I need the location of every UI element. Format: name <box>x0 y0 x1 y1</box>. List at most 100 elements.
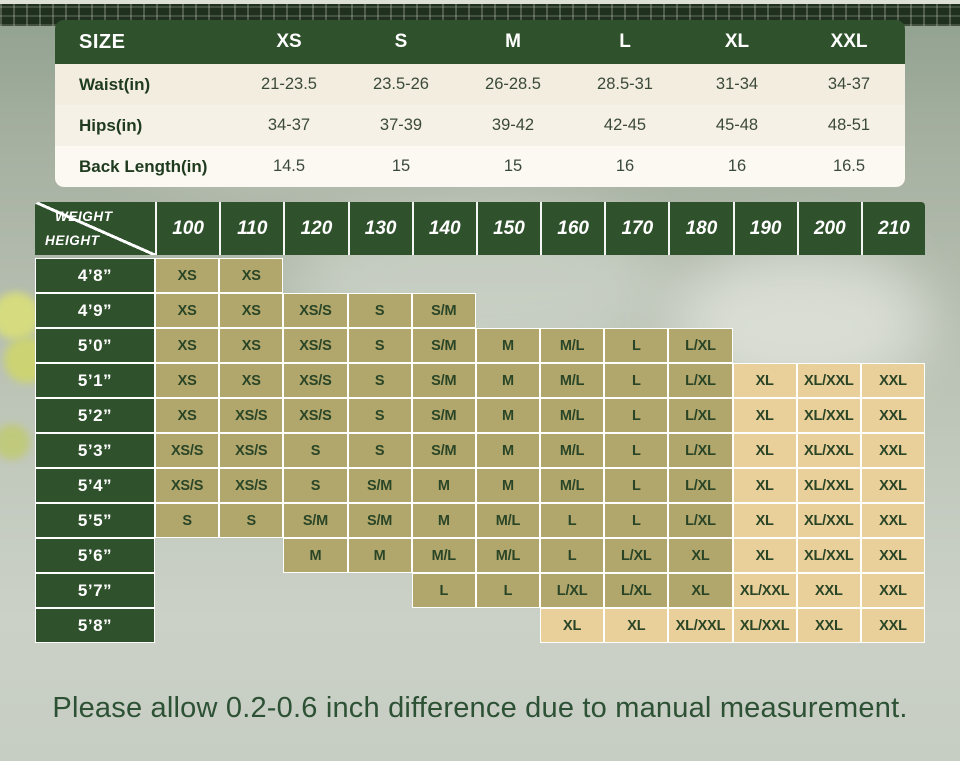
size-recommendation-cell: XS <box>155 363 220 398</box>
size-recommendation-cell: L <box>411 573 476 608</box>
size-value: 34-37 <box>827 75 871 93</box>
matrix-row: 4’9” XS XS XS/S S S/M <box>35 293 925 328</box>
size-recommendation-cell: XS/S <box>219 468 284 503</box>
size-recommendation-cell: L <box>604 398 669 433</box>
matrix-row: 5’0” XS XS XS/S S S/M M M/L L L/XL <box>35 328 925 363</box>
empty-cell <box>155 573 219 608</box>
size-recommendation-cell: S/M <box>411 293 476 328</box>
size-recommendation-cell: XL <box>732 503 797 538</box>
size-recommendation-cell: XS <box>155 258 220 293</box>
size-recommendation-cell: XS/S <box>283 293 348 328</box>
size-recommendation-cell: XL <box>668 573 733 608</box>
empty-cell <box>348 258 412 293</box>
empty-cell <box>412 258 476 293</box>
size-recommendation-cell: M <box>475 328 541 363</box>
weight-column-header: 150 <box>475 202 541 255</box>
weight-column-header: 110 <box>219 202 284 255</box>
size-recommendation-cell: XXL <box>860 398 926 433</box>
empty-cell <box>219 608 283 643</box>
size-recommendation-cell: XXL <box>860 608 926 643</box>
empty-cell <box>155 538 219 573</box>
size-column-header: S <box>394 31 408 52</box>
size-recommendation-cell: XXL <box>860 433 926 468</box>
size-recommendation-cell: M/L <box>540 398 605 433</box>
size-recommendation-cell: XL <box>604 608 669 643</box>
size-recommendation-cell: XL <box>732 363 797 398</box>
size-recommendation-cell: XL <box>732 538 797 573</box>
size-column-header: XS <box>276 31 302 52</box>
size-recommendation-cell: XL/XXL <box>796 433 861 468</box>
size-recommendation-cell: M/L <box>411 538 476 573</box>
size-value: 31-34 <box>715 75 759 93</box>
height-weight-matrix: WEIGHT HEIGHT 100 110 120 130 140 150 160 170 18… <box>35 202 926 643</box>
empty-cell <box>540 293 604 328</box>
size-recommendation-cell: L/XL <box>668 398 733 433</box>
size-recommendation-cell: XL <box>732 468 797 503</box>
size-column-header: L <box>619 31 631 52</box>
size-table-body: Waist(in) 21-23.5 23.5-26 26-28.5 28.5-31 31-… <box>55 64 905 187</box>
empty-cell <box>219 573 283 608</box>
size-recommendation-cell: M <box>411 503 476 538</box>
size-recommendation-cell: M/L <box>475 503 541 538</box>
size-recommendation-cell: S <box>283 468 348 503</box>
size-recommendation-cell: XS <box>219 328 284 363</box>
empty-cell <box>476 293 540 328</box>
empty-cell <box>283 573 347 608</box>
matrix-row: 4’8” XS XS <box>35 258 925 293</box>
size-measurement-table: SIZE XS S M L XL XXL Waist(in) 21-23.5 23.5-26 26… <box>55 20 905 187</box>
size-recommendation-cell: XXL <box>860 468 926 503</box>
size-recommendation-cell: XL <box>732 433 797 468</box>
size-recommendation-cell: XXL <box>860 538 926 573</box>
size-recommendation-cell: M <box>475 433 541 468</box>
size-recommendation-cell: XXL <box>860 503 926 538</box>
weight-column-header: 170 <box>604 202 669 255</box>
empty-cell <box>733 258 797 293</box>
size-recommendation-cell: L/XL <box>668 363 733 398</box>
empty-cell <box>797 293 861 328</box>
empty-cell <box>668 258 732 293</box>
size-table-row: Waist(in) 21-23.5 23.5-26 26-28.5 28.5-31 31-… <box>55 64 905 105</box>
size-recommendation-cell: XS/S <box>283 398 348 433</box>
weight-column-header: 130 <box>347 202 412 255</box>
size-recommendation-cell: XL <box>732 398 797 433</box>
empty-cell <box>412 608 476 643</box>
size-recommendation-cell: S <box>347 433 412 468</box>
size-recommendation-cell: L/XL <box>604 538 669 573</box>
size-value: 16.5 <box>832 157 866 175</box>
size-recommendation-cell: S <box>155 503 220 538</box>
size-recommendation-cell: XL/XXL <box>796 398 861 433</box>
height-row-label: 5’7” <box>35 573 155 608</box>
size-recommendation-cell: XS/S <box>283 363 348 398</box>
size-recommendation-cell: L/XL <box>540 573 605 608</box>
size-recommendation-cell: M <box>475 468 541 503</box>
height-row-label: 5’1” <box>35 363 155 398</box>
size-recommendation-cell: XS/S <box>155 468 220 503</box>
size-recommendation-cell: M <box>475 398 541 433</box>
size-recommendation-cell: L/XL <box>668 433 733 468</box>
empty-cell <box>540 258 604 293</box>
size-column-header: XXL <box>830 31 868 52</box>
size-recommendation-cell: XL/XXL <box>732 608 797 643</box>
size-value: 48-51 <box>827 116 871 134</box>
empty-cell <box>797 328 861 363</box>
size-recommendation-cell: L/XL <box>668 503 733 538</box>
size-recommendation-cell: S/M <box>411 328 476 363</box>
size-recommendation-cell: XS <box>219 258 284 293</box>
empty-cell <box>733 293 797 328</box>
matrix-row: 5’2” XS XS/S XS/S S S/M M M/L L L/XL XL XL/XXL XXL <box>35 398 926 433</box>
size-recommendation-cell: S <box>347 293 412 328</box>
size-recommendation-cell: XS <box>155 293 220 328</box>
weight-axis-label: WEIGHT <box>55 209 113 224</box>
size-value: 34-37 <box>267 116 311 134</box>
size-recommendation-cell: L <box>475 573 541 608</box>
size-recommendation-cell: XL <box>540 608 605 643</box>
size-recommendation-cell: XXL <box>796 573 861 608</box>
size-recommendation-cell: XS/S <box>283 328 348 363</box>
weight-column-header: 160 <box>540 202 605 255</box>
size-recommendation-cell: L <box>540 538 605 573</box>
size-value: 42-45 <box>603 116 647 134</box>
size-recommendation-cell: L <box>604 433 669 468</box>
size-value: 14.5 <box>272 157 306 175</box>
size-recommendation-cell: XL/XXL <box>796 538 861 573</box>
size-value: 16 <box>615 157 635 175</box>
